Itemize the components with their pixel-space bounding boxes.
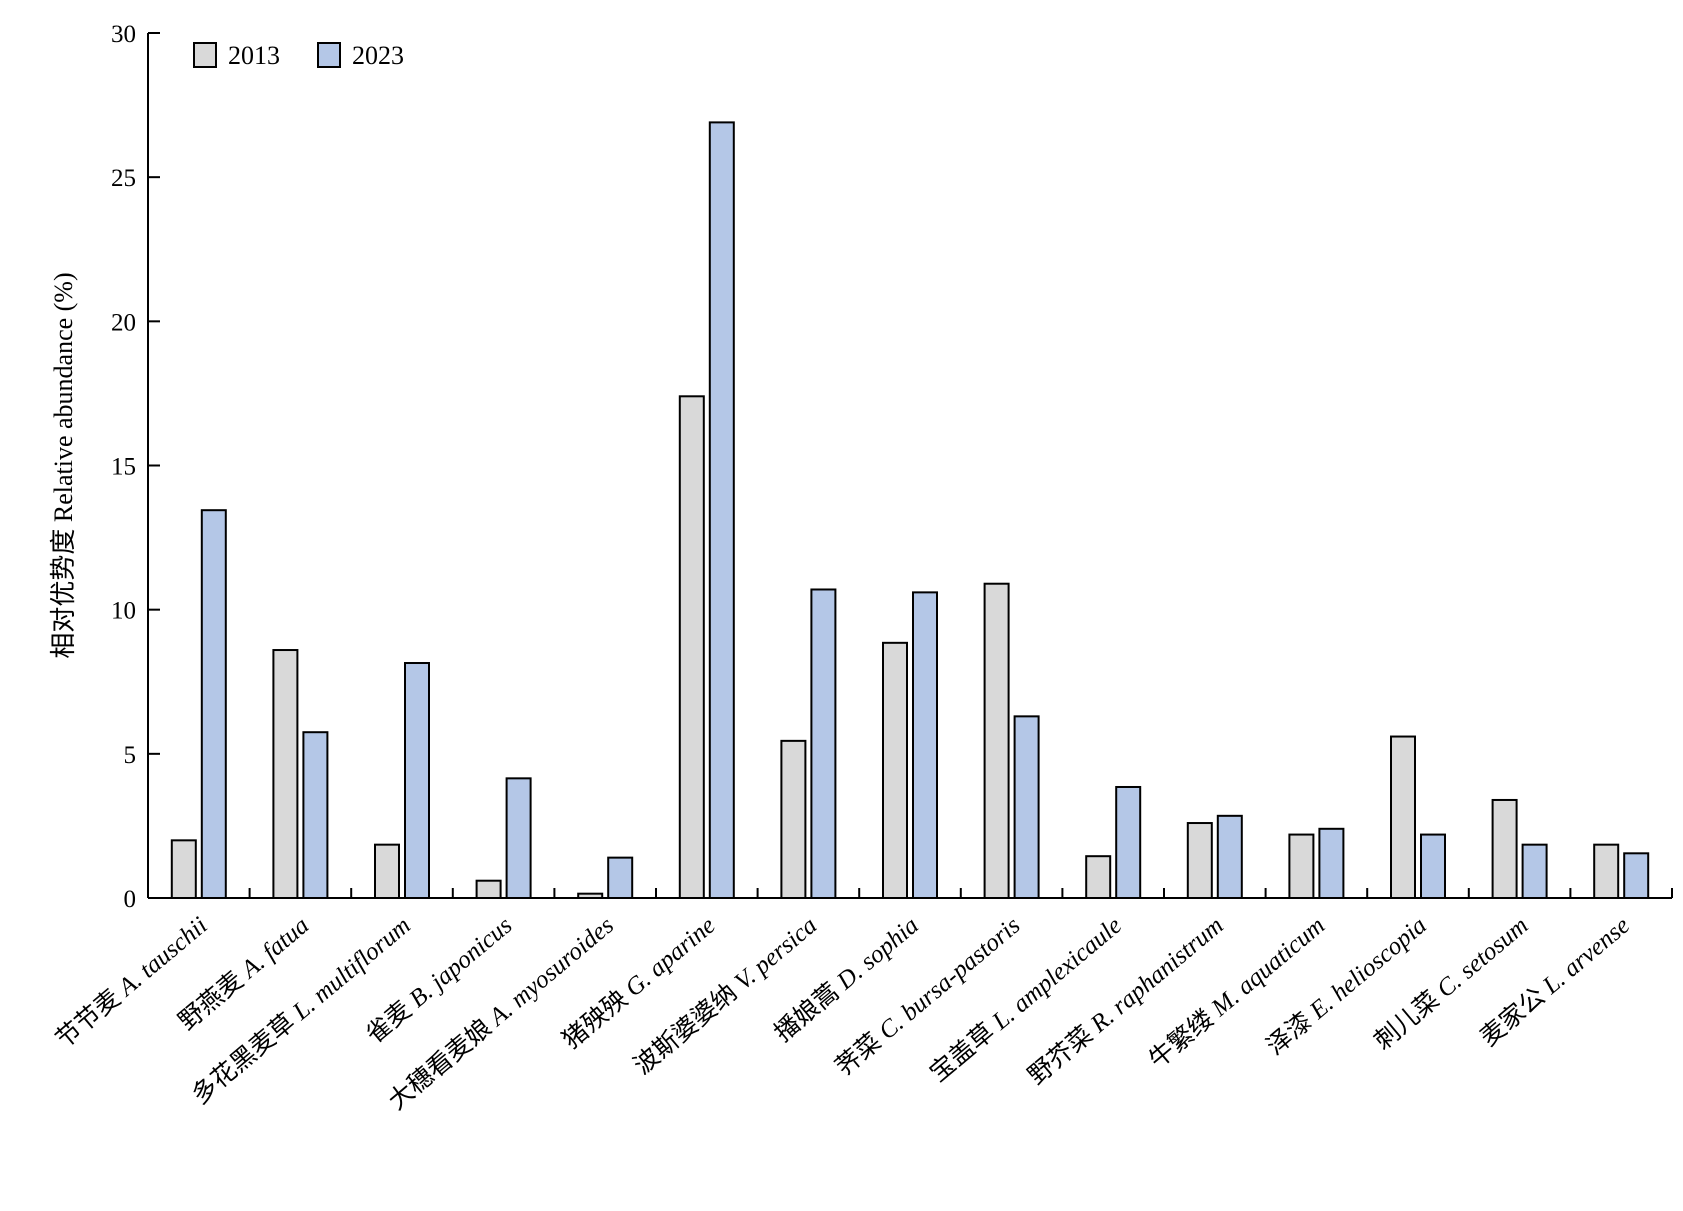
y-tick-label: 15	[111, 454, 136, 481]
y-tick-label: 10	[111, 598, 136, 625]
bar-2023	[302, 731, 329, 899]
bar-2023	[404, 662, 430, 900]
category-label: 波斯婆婆纳 V. persica	[629, 911, 823, 1080]
bar-2013	[1491, 798, 1518, 900]
category-label-sci: V. persica	[730, 912, 823, 996]
category-label-cn: 刺儿菜	[1369, 982, 1449, 1056]
y-tick-label: 25	[111, 165, 136, 192]
category-label-cn: 野芥菜	[1023, 1017, 1103, 1091]
category-label-sci: G. aparine	[620, 912, 720, 1002]
bars	[170, 121, 1650, 900]
legend-label-2023: 2023	[352, 41, 404, 70]
y-axis: 0 5 10 15 20 25 30	[111, 21, 160, 913]
bar-2023	[1623, 852, 1650, 900]
bar-2013	[272, 649, 299, 899]
bar-2013	[374, 843, 400, 899]
bar-2023	[912, 591, 938, 899]
bar-2013	[1085, 855, 1112, 899]
y-axis-title: 相对优势度 Relative abundance (%)	[49, 272, 78, 658]
bar-2023	[708, 121, 735, 899]
category-label-sci: C. setosum	[1432, 912, 1533, 1003]
category-label-cn: 节节麦	[50, 980, 130, 1054]
bar-2013	[678, 395, 705, 899]
category-label-cn: 猪殃殃	[557, 981, 637, 1055]
legend: 2013 2023	[193, 41, 404, 70]
bar-2023	[810, 588, 837, 899]
category-label-cn: 播娘蒿	[769, 974, 849, 1048]
bar-2013	[475, 879, 502, 900]
y-tick-label: 20	[111, 309, 136, 336]
bar-2013	[780, 739, 807, 899]
category-label: 牛繁缕 M. aquaticum	[1144, 911, 1331, 1074]
bar-2023	[200, 509, 227, 899]
category-label-cn: 牛繁缕	[1144, 1000, 1224, 1074]
bar-2013	[1288, 833, 1315, 899]
bar-2023	[1318, 827, 1345, 899]
category-label: 荠菜 C. bursa-pastoris	[830, 911, 1025, 1081]
y-tick-label: 30	[111, 21, 136, 48]
category-label: 野芥菜 R. raphanistrum	[1023, 911, 1229, 1090]
category-label-sci: A. fatua	[235, 912, 315, 985]
bar-2013	[1390, 735, 1416, 899]
bar-2023	[1216, 814, 1243, 900]
bar-2023	[1115, 785, 1142, 899]
bar-2013	[170, 839, 197, 899]
category-label-sci: A. tauschii	[112, 912, 213, 1003]
y-tick-label: 0	[124, 886, 137, 913]
bar-2013	[882, 641, 908, 900]
legend-swatch-2013	[193, 42, 217, 68]
bar-2013	[1593, 843, 1620, 899]
category-label-cn: 麦家公	[1475, 978, 1555, 1052]
category-label: 宝盖草 L. amplexicaule	[924, 911, 1127, 1087]
bar-2023	[1013, 715, 1040, 899]
bar-2023	[607, 856, 634, 900]
x-axis	[148, 888, 1673, 899]
bar-2013	[983, 582, 1010, 899]
category-label-cn: 野燕麦	[173, 962, 253, 1036]
category-label-sci: D. sophia	[831, 912, 924, 996]
bar-2023	[1420, 833, 1446, 899]
category-label-cn: 宝盖草	[924, 1014, 1004, 1088]
bar-2023	[505, 777, 532, 900]
bar-2013	[1186, 822, 1213, 899]
y-tick-label: 5	[124, 742, 137, 769]
bar-2023	[1521, 843, 1548, 899]
legend-swatch-2023	[317, 42, 341, 68]
legend-label-2013: 2013	[228, 41, 280, 70]
bar-2013	[577, 892, 604, 899]
category-label-sci: L. arvense	[1537, 912, 1635, 1000]
